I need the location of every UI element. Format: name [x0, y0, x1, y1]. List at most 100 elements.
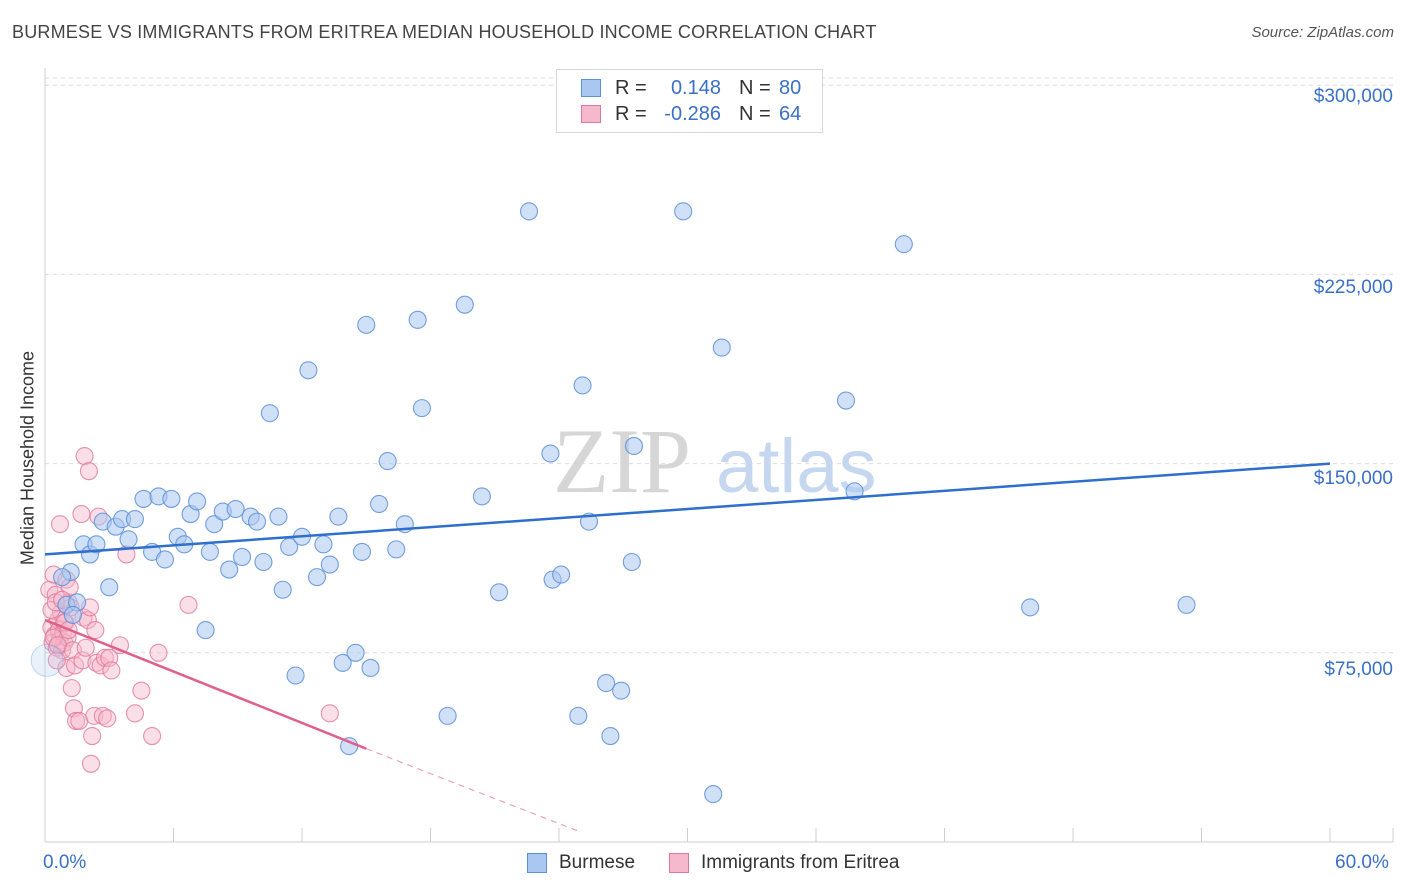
- data-point-eritrea: [76, 638, 95, 657]
- data-point-burmese: [333, 653, 352, 672]
- legend-r-label: R =: [615, 76, 647, 99]
- data-point-burmese: [624, 436, 644, 456]
- data-point-burmese: [674, 202, 693, 221]
- data-point-burmese: [220, 560, 239, 579]
- data-point-burmese: [569, 706, 588, 725]
- data-point-eritrea: [98, 709, 117, 728]
- data-point-eritrea: [86, 621, 105, 640]
- data-point-eritrea: [179, 595, 198, 614]
- series-eritrea-points: [30, 446, 339, 773]
- source-credit: Source: ZipAtlas.com: [1251, 24, 1394, 41]
- data-point-burmese: [269, 507, 288, 526]
- data-point-burmese: [370, 494, 389, 514]
- chart-title: BURMESE VS IMMIGRANTS FROM ERITREA MEDIA…: [12, 22, 877, 42]
- trend-lines: [44, 462, 1331, 833]
- legend-swatch-pink: [581, 105, 601, 123]
- data-point-burmese: [119, 530, 138, 549]
- legend-label: Immigrants from Eritrea: [701, 852, 900, 873]
- data-point-eritrea: [72, 505, 91, 524]
- data-point-burmese: [378, 452, 397, 471]
- data-point-burmese: [597, 674, 616, 693]
- data-point-eritrea: [62, 679, 81, 698]
- data-point-burmese: [162, 489, 181, 508]
- x-tick-label-min: 0.0%: [43, 852, 87, 873]
- data-point-burmese: [622, 552, 641, 572]
- bottom-legend-eritrea: Immigrants from Eritrea: [669, 852, 899, 874]
- data-point-cluster: [30, 643, 64, 677]
- legend-swatch-pink: [669, 853, 689, 873]
- data-point-eritrea: [102, 661, 121, 680]
- legend-n-label: N =: [739, 76, 771, 99]
- data-point-eritrea: [149, 643, 168, 662]
- trend-line-burmese: [44, 462, 1331, 556]
- data-point-burmese: [836, 391, 856, 410]
- data-point-eritrea: [75, 446, 94, 466]
- data-point-burmese: [314, 535, 333, 554]
- data-point-eritrea: [70, 711, 89, 730]
- data-point-burmese: [352, 542, 372, 561]
- data-point-burmese: [254, 552, 273, 572]
- data-point-burmese: [260, 404, 279, 423]
- data-point-burmese: [247, 512, 267, 531]
- data-point-burmese: [346, 643, 365, 662]
- bottom-legend-burmese: Burmese: [527, 852, 635, 874]
- data-point-eritrea: [79, 462, 98, 481]
- data-point-burmese: [408, 310, 427, 329]
- data-point-eritrea: [83, 727, 102, 746]
- data-point-burmese: [1177, 595, 1196, 614]
- data-point-burmese: [63, 605, 82, 625]
- legend-swatch-blue: [581, 79, 601, 97]
- y-tick-label: $225,000: [1313, 277, 1393, 298]
- legend-row-eritrea: R = -0.286 N = 64: [581, 101, 801, 127]
- data-point-burmese: [196, 621, 215, 640]
- data-point-burmese: [612, 681, 631, 700]
- legend-n-value: 80: [779, 76, 802, 99]
- data-point-eritrea: [125, 704, 144, 723]
- data-point-burmese: [226, 499, 245, 519]
- data-point-burmese: [489, 583, 509, 602]
- data-point-burmese: [307, 568, 327, 587]
- data-point-burmese: [519, 202, 539, 221]
- data-point-eritrea: [47, 651, 66, 670]
- legend-row-burmese: R = 0.148 N = 80: [581, 75, 801, 101]
- legend-r-value: -0.286: [664, 102, 721, 125]
- data-point-burmese: [845, 482, 864, 501]
- legend-n-value: 64: [779, 102, 802, 125]
- legend-r-value: 0.148: [670, 76, 721, 99]
- data-point-burmese: [438, 706, 457, 725]
- data-point-burmese: [541, 444, 560, 463]
- legend-n-label: N =: [739, 102, 771, 125]
- data-point-eritrea: [81, 754, 101, 773]
- data-point-eritrea: [320, 704, 339, 723]
- data-point-burmese: [329, 507, 348, 526]
- data-point-burmese: [273, 580, 292, 599]
- data-point-eritrea: [132, 681, 151, 700]
- y-tick-label: $75,000: [1324, 659, 1393, 680]
- watermark-zip: ZIP: [553, 410, 691, 512]
- trend-line-eritrea: [44, 618, 367, 750]
- data-point-burmese: [205, 515, 224, 534]
- correlation-legend: R = 0.148 N = 80 R = -0.286 N = 64: [556, 69, 823, 133]
- data-point-burmese: [455, 295, 474, 314]
- data-point-eritrea: [143, 727, 162, 746]
- data-point-burmese: [53, 568, 72, 587]
- data-point-burmese: [87, 535, 106, 554]
- y-axis-label: Median Household Income: [17, 350, 38, 566]
- y-tick-label: $300,000: [1313, 86, 1393, 107]
- grid-lines: [45, 77, 1393, 654]
- data-point-burmese: [232, 547, 252, 566]
- data-point-eritrea: [50, 515, 70, 534]
- data-point-burmese: [188, 492, 207, 511]
- axes: [44, 68, 1394, 843]
- data-point-burmese: [704, 785, 723, 804]
- data-point-burmese: [100, 578, 119, 597]
- data-point-burmese: [601, 727, 620, 746]
- data-point-burmese: [894, 235, 913, 254]
- data-point-burmese: [552, 565, 571, 584]
- data-point-burmese: [387, 540, 406, 559]
- legend-r-label: R =: [615, 102, 647, 125]
- data-point-burmese: [573, 376, 592, 395]
- x-tick-label-max: 60.0%: [1335, 852, 1389, 873]
- y-tick-label: $150,000: [1313, 468, 1393, 489]
